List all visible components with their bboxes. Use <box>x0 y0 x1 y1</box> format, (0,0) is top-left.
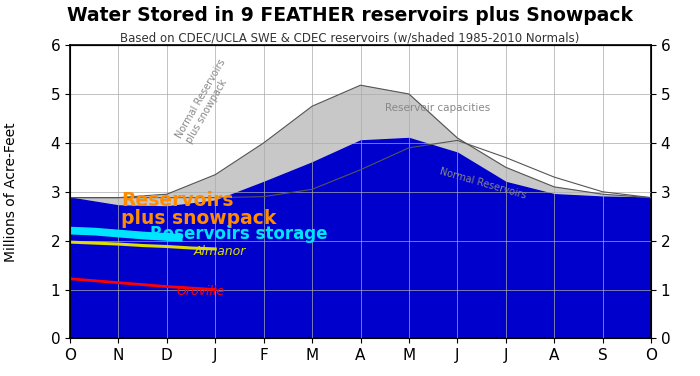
Text: Normal Reservoirs
plus snowpack: Normal Reservoirs plus snowpack <box>174 57 237 146</box>
Text: Based on CDEC/UCLA SWE & CDEC reservoirs (w/shaded 1985-2010 Normals): Based on CDEC/UCLA SWE & CDEC reservoirs… <box>120 32 580 45</box>
Text: Normal Reservoirs: Normal Reservoirs <box>438 166 527 201</box>
Text: Oroville: Oroville <box>176 285 225 298</box>
Text: Reservoirs: Reservoirs <box>121 191 233 210</box>
Y-axis label: Millions of Acre-Feet: Millions of Acre-Feet <box>4 122 18 262</box>
Text: Water Stored in 9 FEATHER reservoirs plus Snowpack: Water Stored in 9 FEATHER reservoirs plu… <box>67 6 633 25</box>
Text: Almanor: Almanor <box>193 244 246 258</box>
Text: plus snowpack: plus snowpack <box>121 209 276 228</box>
Text: Reservoirs storage: Reservoirs storage <box>150 225 328 243</box>
Text: Reservoir capacities: Reservoir capacities <box>385 103 490 112</box>
